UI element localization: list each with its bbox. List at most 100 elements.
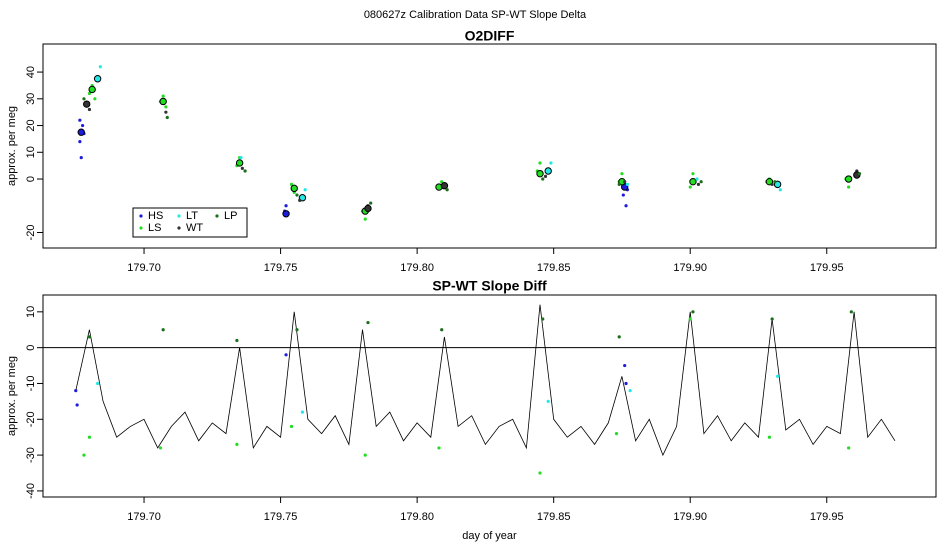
data-point — [295, 193, 299, 197]
x-tick-label: 179.70 — [127, 262, 161, 274]
data-point — [158, 446, 163, 450]
y-tick-label: -10 — [25, 376, 37, 392]
mean-marker — [440, 182, 449, 190]
data-point — [691, 172, 695, 176]
data-point — [75, 403, 79, 407]
data-point — [617, 335, 621, 339]
data-point — [543, 174, 548, 178]
legend-label: HS — [148, 210, 163, 222]
data-point — [87, 91, 92, 96]
data-point — [623, 180, 627, 184]
data-point — [369, 201, 373, 205]
data-point — [617, 182, 621, 186]
data-point — [235, 338, 239, 343]
x-tick-label: 179.90 — [673, 511, 707, 523]
data-point — [93, 97, 97, 101]
y-tick-label: 30 — [25, 93, 37, 105]
data-point — [440, 328, 444, 332]
x-tick-label: 179.95 — [810, 262, 844, 274]
legend-marker — [177, 214, 181, 218]
mean-marker — [159, 97, 167, 106]
data-point — [849, 310, 853, 314]
data-point — [847, 446, 851, 450]
y-tick-label: -20 — [25, 411, 37, 427]
data-point — [235, 442, 239, 446]
x-tick-label: 179.90 — [673, 262, 707, 274]
mean-marker — [689, 177, 697, 186]
data-point — [366, 320, 370, 325]
data-point — [243, 169, 247, 173]
y-tick-label: 20 — [25, 119, 37, 131]
data-point — [624, 381, 628, 386]
legend-marker — [215, 214, 219, 218]
data-point — [699, 180, 703, 184]
legend-marker — [139, 214, 143, 218]
data-point — [688, 185, 692, 189]
legend-label: WT — [186, 222, 203, 234]
legend-marker — [139, 226, 143, 230]
x-tick-label: 179.95 — [810, 511, 844, 523]
data-point — [96, 381, 100, 386]
data-point — [87, 335, 92, 339]
page-title: 080627z Calibration Data SP-WT Slope Del… — [364, 9, 587, 21]
y-tick-label: -40 — [25, 483, 37, 499]
x-tick-label: 179.70 — [127, 511, 161, 523]
data-point — [164, 105, 168, 109]
y-axis-label: approx. per meg — [6, 356, 18, 436]
data-point — [240, 166, 244, 170]
data-point — [74, 389, 78, 393]
data-point — [538, 161, 542, 165]
data-point — [239, 156, 243, 160]
data-point — [695, 177, 699, 181]
data-point — [625, 182, 630, 186]
data-point — [300, 410, 305, 414]
y-tick-label: -20 — [25, 225, 37, 241]
plot-frame — [42, 294, 937, 498]
data-point — [161, 94, 165, 98]
mean-marker — [235, 159, 244, 167]
data-point — [624, 204, 628, 208]
data-point — [78, 139, 82, 144]
data-point — [549, 161, 553, 165]
y-tick-label: 40 — [25, 66, 37, 78]
mean-marker — [290, 184, 298, 193]
data-point — [776, 374, 780, 378]
data-point — [298, 198, 302, 203]
mean-marker — [77, 128, 85, 136]
x-tick-label: 179.75 — [264, 262, 298, 274]
data-point — [546, 399, 550, 403]
data-point — [770, 317, 774, 321]
y-tick-label: 10 — [25, 146, 37, 158]
x-tick-label: 179.80 — [400, 262, 434, 274]
mean-marker — [364, 204, 372, 213]
legend-label: LT — [186, 210, 198, 222]
y-tick-label: 0 — [25, 345, 37, 351]
data-point — [847, 185, 851, 189]
data-point — [284, 353, 288, 357]
data-point — [78, 118, 82, 122]
plot-frame — [42, 43, 937, 249]
data-point — [289, 182, 294, 186]
mean-marker — [82, 100, 91, 108]
data-point — [773, 180, 777, 184]
data-point — [620, 172, 624, 176]
data-point — [295, 328, 299, 332]
data-point — [767, 435, 772, 439]
data-point — [538, 471, 542, 475]
data-point — [82, 453, 86, 457]
data-point — [284, 204, 288, 208]
x-axis-label: day of year — [462, 530, 517, 542]
data-point — [541, 317, 545, 321]
data-point — [363, 453, 367, 457]
plot-title: O2DIFF — [465, 28, 515, 44]
y-tick-label: 10 — [25, 306, 37, 318]
legend-box — [132, 207, 248, 238]
legend-label: LP — [224, 210, 237, 222]
data-point — [691, 310, 695, 314]
data-point — [161, 328, 165, 332]
data-point — [778, 188, 782, 192]
plot-title: SP-WT Slope Diff — [432, 278, 547, 294]
data-point — [541, 177, 545, 181]
data-point — [445, 188, 449, 192]
